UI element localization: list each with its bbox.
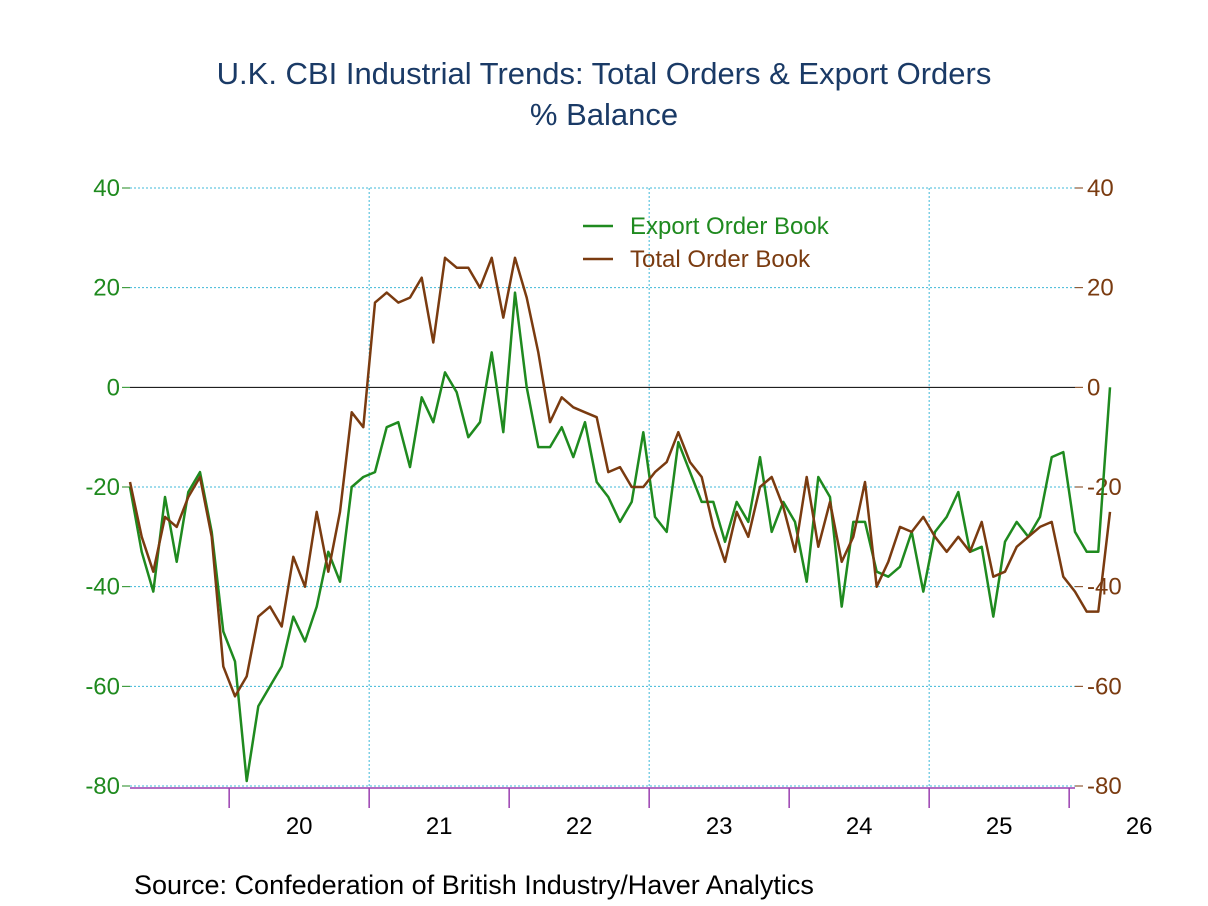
y-right-tick-label: -40 — [1087, 574, 1122, 601]
x-tick-label: 22 — [566, 813, 593, 840]
x-tick-label: 24 — [846, 813, 873, 840]
x-tick-label: 25 — [986, 813, 1013, 840]
y-left-tick-label: -40 — [85, 574, 120, 601]
x-tick-label: 20 — [286, 813, 313, 840]
series-lines — [128, 256, 1112, 783]
x-tick-label: 23 — [706, 813, 733, 840]
chart-subtitle: % Balance — [530, 97, 678, 132]
y-right-tick-label: -60 — [1087, 673, 1122, 700]
y-left-tick-label: -20 — [85, 474, 120, 501]
x-tick-label: 21 — [426, 813, 453, 840]
y-left-tick-label: 40 — [93, 175, 120, 202]
legend: Export Order Book Total Order Book — [583, 213, 830, 273]
series-line-export-order-book — [128, 291, 1112, 783]
y-left-tick-label: 20 — [93, 275, 120, 302]
y-left-tick-label: 0 — [107, 374, 120, 401]
legend-label: Total Order Book — [630, 246, 811, 273]
series-line-total-order-book — [128, 256, 1112, 698]
y-right-tick-label: 40 — [1087, 175, 1114, 202]
legend-label: Export Order Book — [630, 213, 830, 240]
y-left-tick-label: -60 — [85, 673, 120, 700]
x-tick-label: 26 — [1126, 813, 1153, 840]
y-right-tick-label: -80 — [1087, 773, 1122, 800]
source-note: Source: Confederation of British Industr… — [134, 870, 814, 900]
y-left-tick-label: -80 — [85, 773, 120, 800]
chart-title: U.K. CBI Industrial Trends: Total Orders… — [217, 56, 992, 91]
y-right-tick-label: 0 — [1087, 374, 1100, 401]
gridlines — [130, 187, 1075, 787]
y-right-tick-label: 20 — [1087, 275, 1114, 302]
